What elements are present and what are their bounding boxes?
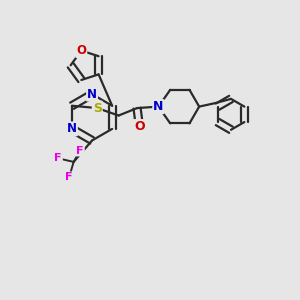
Text: S: S xyxy=(93,102,102,115)
Text: O: O xyxy=(76,44,86,57)
Text: F: F xyxy=(54,153,62,163)
Text: O: O xyxy=(134,120,145,133)
Text: N: N xyxy=(87,88,97,100)
Text: F: F xyxy=(76,146,84,156)
Text: F: F xyxy=(65,172,73,182)
Text: N: N xyxy=(67,122,77,135)
Text: N: N xyxy=(153,100,164,113)
